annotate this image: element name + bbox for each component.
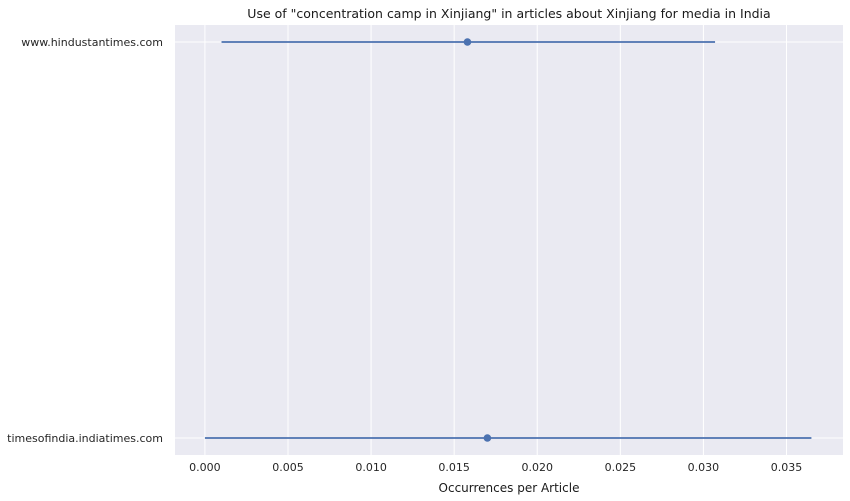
y-tick-label: www.hindustantimes.com <box>21 36 163 49</box>
x-tick-label: 0.015 <box>438 461 470 474</box>
x-axis-label: Occurrences per Article <box>439 481 580 495</box>
mean-point <box>463 38 472 46</box>
x-tick-label: 0.030 <box>688 461 720 474</box>
x-tick-label: 0.020 <box>521 461 553 474</box>
data-points <box>463 38 492 442</box>
x-tick-label: 0.005 <box>272 461 304 474</box>
mean-point <box>483 434 492 442</box>
x-axis-ticks: 0.000 0.005 0.010 0.015 0.020 0.025 0.030 0.035 <box>189 461 802 474</box>
x-tick-label: 0.035 <box>771 461 803 474</box>
x-tick-label: 0.025 <box>605 461 637 474</box>
x-tick-label: 0.000 <box>189 461 221 474</box>
chart-title: Use of "concentration camp in Xinjiang" … <box>247 6 770 21</box>
y-tick-label: timesofindia.indiatimes.com <box>7 432 163 445</box>
x-tick-label: 0.010 <box>355 461 387 474</box>
y-axis-ticks: www.hindustantimes.com timesofindia.india… <box>7 36 163 445</box>
plot-background <box>175 25 843 455</box>
